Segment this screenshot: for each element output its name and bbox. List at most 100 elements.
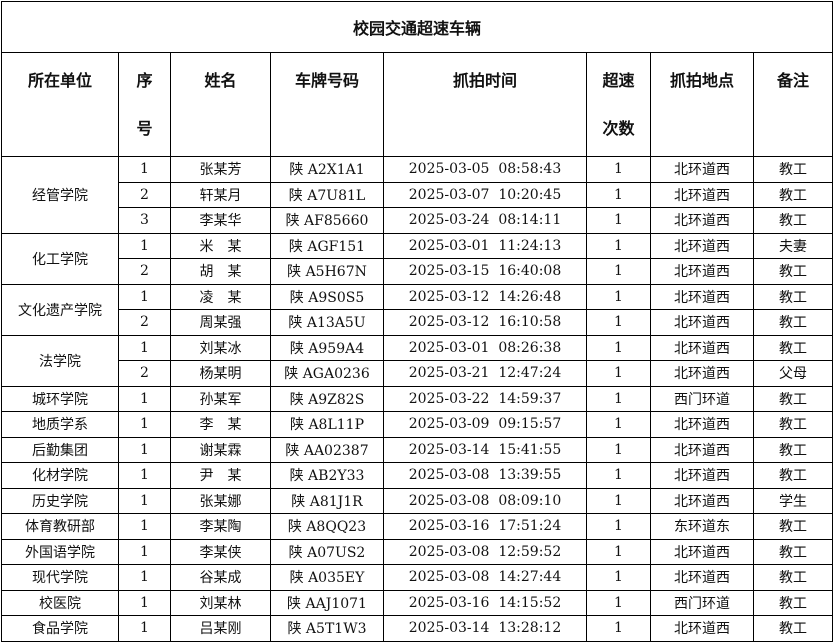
cell-plate: 陕 AGF151: [270, 232, 384, 259]
cell-unit: 城环学院: [1, 385, 119, 412]
cell-note: 教工: [752, 207, 834, 234]
cell-name: 张某娜: [170, 487, 271, 514]
table-row: 食品学院 1 吕某刚陕 A5T1W3 2025-03-14 13:28:12 1 北环道西…: [1, 615, 834, 642]
cell-index: 1: [118, 156, 171, 183]
cell-note: 父母: [752, 360, 834, 387]
cell-unit: 历史学院: [1, 487, 119, 514]
cell-location: 北环道西: [650, 487, 754, 514]
cell-unit: 化材学院: [1, 462, 119, 489]
cell-index: 1: [118, 334, 171, 361]
cell-name: 轩某月: [170, 181, 271, 208]
table-row: 地质学系 1 李 某陕 A8L11P 2025-03-09 09:15:57 1 北环道西…: [1, 411, 834, 438]
cell-location: 北环道西: [650, 258, 754, 285]
cell-time: 2025-03-16 14:15:52: [383, 589, 587, 616]
cell-name: 李某陶: [170, 513, 271, 540]
cell-location: 北环道西: [650, 436, 754, 463]
cell-count: 1: [586, 436, 651, 463]
cell-index: 1: [118, 615, 171, 642]
cell-index: 1: [118, 385, 171, 412]
cell-note: 教工: [752, 462, 834, 489]
header-name: 姓名: [170, 52, 271, 157]
cell-location: 北环道西: [650, 181, 754, 208]
cell-time: 2025-03-01 08:26:38: [383, 334, 587, 361]
cell-name: 谷某成: [170, 564, 271, 591]
cell-time: 2025-03-22 14:59:37: [383, 385, 587, 412]
cell-plate: 陕 A8L11P: [270, 411, 384, 438]
cell-name: 李某侠: [170, 538, 271, 565]
cell-count: 1: [586, 385, 651, 412]
cell-count: 1: [586, 156, 651, 183]
cell-time: 2025-03-05 08:58:43: [383, 156, 587, 183]
cell-unit: 校医院: [1, 589, 119, 616]
cell-time: 2025-03-16 17:51:24: [383, 513, 587, 540]
cell-note: 教工: [752, 513, 834, 540]
cell-note: 教工: [752, 411, 834, 438]
cell-plate: 陕 AF85660: [270, 207, 384, 234]
cell-note: 教工: [752, 309, 834, 336]
cell-count: 1: [586, 207, 651, 234]
cell-location: 北环道西: [650, 232, 754, 259]
cell-unit: 地质学系: [1, 411, 119, 438]
cell-note: 夫妻: [752, 232, 834, 259]
cell-index: 2: [118, 360, 171, 387]
cell-note: 教工: [752, 283, 834, 310]
cell-name: 胡 某: [170, 258, 271, 285]
cell-name: 凌 某: [170, 283, 271, 310]
cell-count: 1: [586, 411, 651, 438]
cell-name: 李 某: [170, 411, 271, 438]
cell-note: 教工: [752, 589, 834, 616]
cell-index: 1: [118, 411, 171, 438]
cell-unit: 体育教研部: [1, 513, 119, 540]
cell-name: 尹 某: [170, 462, 271, 489]
cell-time: 2025-03-07 10:20:45: [383, 181, 587, 208]
cell-plate: 陕 A13A5U: [270, 309, 384, 336]
table-row: 2 轩某月陕 A7U81L 2025-03-07 10:20:45 1 北环道西 教工: [2, 181, 834, 208]
cell-count: 1: [586, 487, 651, 514]
header-index: 序号: [118, 52, 171, 157]
cell-name: 刘某林: [170, 589, 271, 616]
cell-note: 教工: [752, 436, 834, 463]
cell-location: 北环道西: [650, 207, 754, 234]
table-row: 化工学院 1 米 某陕 AGF151 2025-03-01 11:24:13 1 北环道西…: [1, 232, 834, 285]
cell-count: 1: [586, 462, 651, 489]
cell-unit: 食品学院: [1, 615, 119, 642]
cell-unit: 现代学院: [1, 564, 119, 591]
cell-location: 北环道西: [650, 334, 754, 361]
table-row: 历史学院 1 张某娜陕 A81J1R 2025-03-08 08:09:10 1 北环道西…: [1, 487, 834, 514]
cell-plate: 陕 A9S0S5: [270, 283, 384, 310]
cell-index: 2: [118, 258, 171, 285]
table-row: 文化遗产学院 1 凌 某陕 A9S0S5 2025-03-12 14:26:48 1 北环…: [1, 283, 834, 336]
header-time: 抓拍时间: [383, 52, 587, 157]
cell-time: 2025-03-08 14:27:44: [383, 564, 587, 591]
cell-note: 教工: [752, 334, 834, 361]
cell-name: 刘某冰: [170, 334, 271, 361]
table-row: 现代学院 1 谷某成陕 A035EY 2025-03-08 14:27:44 1 北环道西…: [1, 564, 834, 591]
cell-time: 2025-03-21 12:47:24: [383, 360, 587, 387]
cell-index: 1: [118, 487, 171, 514]
cell-plate: 陕 A035EY: [270, 564, 384, 591]
cell-location: 西门环道: [650, 385, 754, 412]
cell-time: 2025-03-08 13:39:55: [383, 462, 587, 489]
table-row: 法学院 1 刘某冰陕 A959A4 2025-03-01 08:26:38 1 北环道西教…: [1, 334, 834, 387]
cell-count: 1: [586, 309, 651, 336]
cell-note: 教工: [752, 258, 834, 285]
cell-count: 1: [586, 615, 651, 642]
cell-count: 1: [586, 513, 651, 540]
cell-location: 北环道西: [650, 360, 754, 387]
cell-count: 1: [586, 538, 651, 565]
cell-time: 2025-03-14 13:28:12: [383, 615, 587, 642]
table-row: 外国语学院 1 李某侠陕 A07US2 2025-03-08 12:59:52 1 北环道…: [1, 538, 834, 565]
cell-index: 1: [118, 564, 171, 591]
header-count: 超速次数: [586, 52, 651, 157]
table-row: 体育教研部 1 李某陶陕 A8QQ23 2025-03-16 17:51:24 1 东环道…: [1, 513, 834, 540]
cell-note: 教工: [752, 385, 834, 412]
cell-time: 2025-03-09 09:15:57: [383, 411, 587, 438]
header-plate: 车牌号码: [270, 52, 384, 157]
cell-index: 1: [118, 283, 171, 310]
cell-plate: 陕 A81J1R: [270, 487, 384, 514]
table-row: 2 周某强陕 A13A5U 2025-03-12 16:10:58 1 北环道西 教工: [2, 309, 834, 336]
cell-time: 2025-03-12 16:10:58: [383, 309, 587, 336]
cell-count: 1: [586, 181, 651, 208]
cell-location: 北环道西: [650, 462, 754, 489]
